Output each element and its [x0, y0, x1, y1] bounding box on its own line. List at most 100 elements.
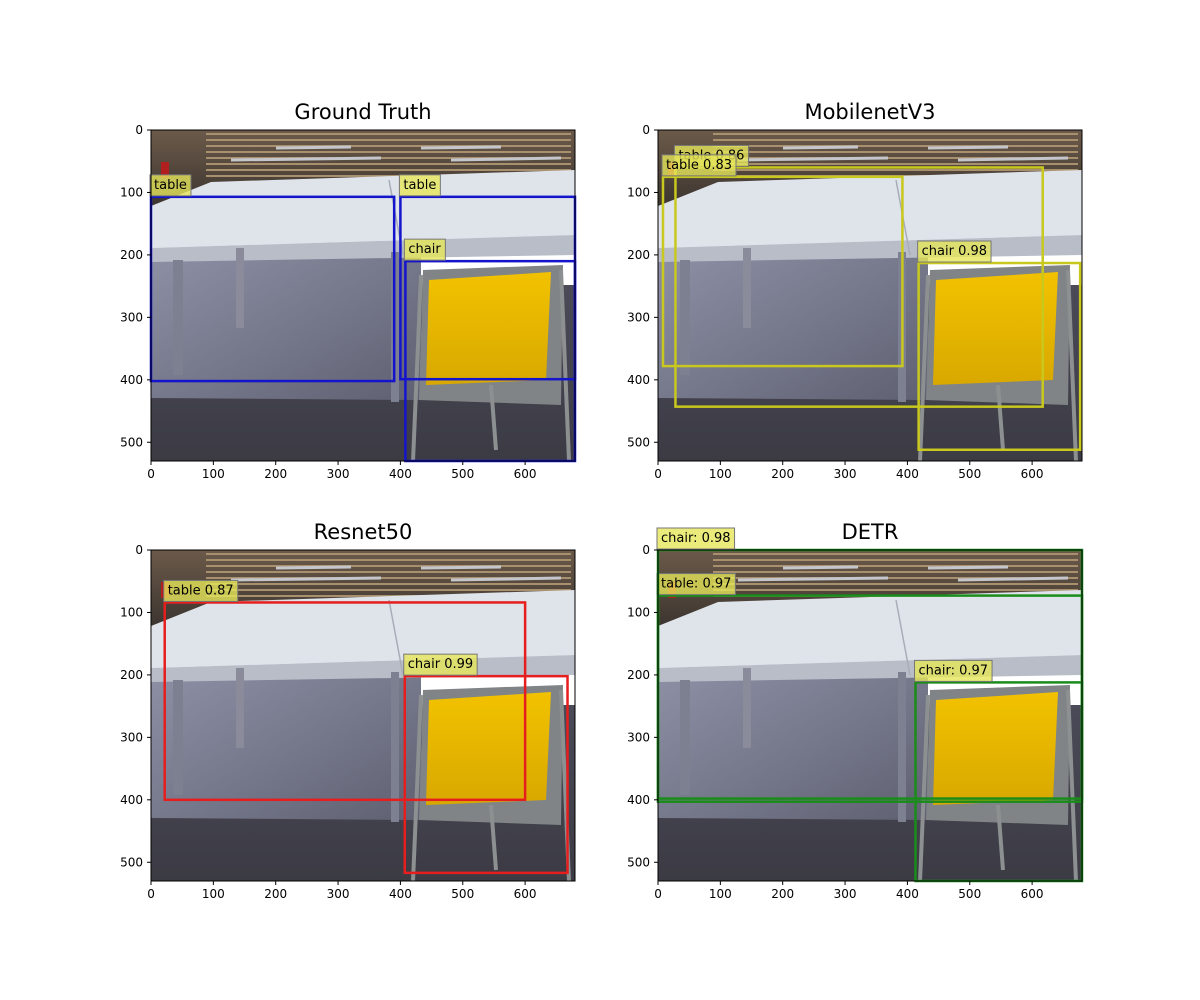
x-tick-label: 100 — [709, 887, 732, 901]
y-tick-label: 200 — [627, 248, 650, 262]
x-tick-label: 300 — [834, 467, 857, 481]
box-label-background — [403, 653, 478, 676]
y-tick-label: 100 — [120, 605, 143, 619]
panel-title: Ground Truth — [294, 100, 432, 124]
x-tick-label: 500 — [958, 467, 981, 481]
x-tick-label: 200 — [771, 467, 794, 481]
x-tick-label: 600 — [1021, 887, 1044, 901]
detections: table 0.87 chair 0.99 — [163, 579, 569, 875]
x-tick-label: 600 — [1021, 467, 1044, 481]
box-label: table — [149, 174, 192, 197]
box-label-background — [398, 174, 441, 197]
scene-photo — [151, 550, 575, 882]
box-label: chair: 0.97 — [914, 659, 993, 682]
box-label-background — [403, 238, 446, 261]
box-label-text: table — [403, 178, 436, 193]
box-label-background — [163, 579, 239, 602]
box-label: chair 0.98 — [917, 240, 992, 263]
x-tick-label: 0 — [147, 467, 155, 481]
box-label-text: chair 0.99 — [408, 657, 473, 672]
box-label: chair: 0.98 — [656, 527, 736, 550]
y-tick-label: 100 — [627, 605, 650, 619]
box-label: table: 0.97 — [656, 573, 736, 596]
scene-photo — [658, 550, 1082, 882]
x-tick-label: 600 — [514, 887, 537, 901]
y-tick-label: 0 — [135, 123, 143, 137]
panel-title: DETR — [841, 520, 899, 544]
y-tick-label: 300 — [627, 310, 650, 324]
box-label: chair 0.99 — [403, 653, 478, 676]
box-label: table 0.83 — [661, 154, 737, 177]
axes-frame — [657, 549, 1083, 882]
box-label-text: table 0.83 — [666, 158, 732, 173]
box-label-text: chair 0.98 — [922, 244, 987, 259]
box-label-background — [656, 527, 736, 550]
box-label: table — [398, 174, 441, 197]
y-tick-label: 300 — [627, 730, 650, 744]
y-tick-label: 0 — [642, 123, 650, 137]
box-label-text: chair: 0.97 — [919, 663, 989, 678]
box-label-text: table 0.87 — [168, 583, 234, 598]
y-tick-label: 0 — [642, 543, 650, 557]
scene-photo — [151, 130, 575, 462]
x-tick-label: 0 — [147, 887, 155, 901]
scene-photo — [658, 130, 1082, 462]
x-tick-label: 500 — [958, 887, 981, 901]
x-tick-label: 500 — [451, 467, 474, 481]
x-tick-label: 400 — [389, 467, 412, 481]
y-tick-label: 200 — [120, 248, 143, 262]
box-label-background — [914, 659, 993, 682]
x-tick-label: 400 — [896, 887, 919, 901]
y-tick-label: 300 — [120, 310, 143, 324]
bounding-box — [661, 175, 904, 368]
x-tick-label: 100 — [709, 467, 732, 481]
y-tick-label: 500 — [627, 435, 650, 449]
x-tick-label: 200 — [264, 887, 287, 901]
y-tick-label: 100 — [627, 185, 650, 199]
y-tick-label: 200 — [120, 668, 143, 682]
y-tick-label: 500 — [120, 855, 143, 869]
y-tick-label: 400 — [120, 793, 143, 807]
panel-title: MobilenetV3 — [804, 100, 936, 124]
axes: 0 100 200 300 400 500 600 0 100 200 300 400 500 — [120, 123, 576, 481]
bounding-box — [674, 166, 1044, 408]
axes: 0 100 200 300 400 500 600 0 100 200 300 400 500 — [120, 543, 576, 901]
x-tick-label: 0 — [654, 887, 662, 901]
x-tick-label: 500 — [451, 887, 474, 901]
box-label-background — [917, 240, 992, 263]
box-label: table 0.87 — [163, 579, 239, 602]
panel-detr: DETR table: 0.97 chair: 0.98 chair: 0.97 0 1… — [627, 520, 1084, 901]
x-tick-label: 300 — [327, 467, 350, 481]
x-tick-label: 400 — [389, 887, 412, 901]
panel-title: Resnet50 — [313, 520, 413, 544]
y-tick-label: 400 — [627, 373, 650, 387]
axes-frame — [150, 129, 576, 462]
box-label-background — [661, 154, 737, 177]
axes: 0 100 200 300 400 500 600 0 100 200 300 400 500 — [627, 543, 1083, 901]
y-tick-label: 500 — [120, 435, 143, 449]
box-label-text: table — [154, 178, 187, 193]
bounding-box — [917, 261, 1082, 452]
y-tick-label: 200 — [627, 668, 650, 682]
x-tick-label: 600 — [514, 467, 537, 481]
y-tick-label: 500 — [627, 855, 650, 869]
x-tick-label: 200 — [264, 467, 287, 481]
detection-plot: table: 0.97 chair: 0.98 chair: 0.97 0 100 200… — [627, 527, 1084, 901]
box-label-text: chair — [408, 242, 441, 257]
detection-plot: table 0.87 chair 0.99 0 100 200 300 400 500 600 0… — [120, 543, 576, 901]
box-label-background — [149, 174, 192, 197]
x-tick-label: 300 — [327, 887, 350, 901]
bounding-box — [163, 601, 527, 802]
panel-ground-truth: Ground Truth table table chair 0 100 200 300 40… — [120, 100, 577, 481]
y-tick-label: 0 — [135, 543, 143, 557]
x-tick-label: 100 — [202, 467, 225, 481]
axes: 0 100 200 300 400 500 600 0 100 200 300 400 500 — [627, 123, 1083, 481]
y-tick-label: 400 — [120, 373, 143, 387]
panel-resnet50: Resnet50 table 0.87 chair 0.99 0 100 200 300 4… — [120, 520, 576, 901]
detection-plot: table table chair 0 100 200 300 400 500 600 0 100 20… — [120, 123, 577, 481]
box-label-text: chair: 0.98 — [661, 531, 731, 546]
x-tick-label: 100 — [202, 887, 225, 901]
